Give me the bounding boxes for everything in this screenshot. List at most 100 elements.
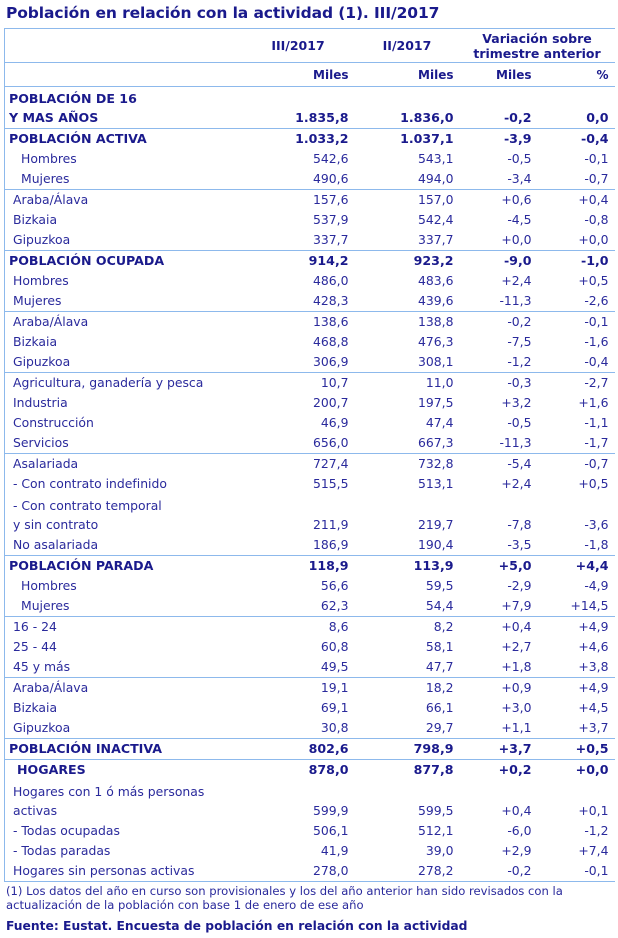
value-iii-2017: 1.835,8 xyxy=(295,110,349,125)
table-row: - Con contrato indefinido 515,5 513,1 +2,4 +… xyxy=(4,474,615,494)
header-col-ii-2017: II/2017 xyxy=(354,28,460,63)
row-label: Hogares con 1 ó más personas activas xyxy=(4,780,242,821)
value-variation-miles: -11,3 xyxy=(499,435,532,450)
value-ii-2017: 8,2 xyxy=(354,616,460,637)
value-variation-percent: -1,0 xyxy=(537,250,615,271)
value-variation-miles: +3,7 xyxy=(459,738,538,760)
row-label: 16 - 24 xyxy=(4,616,242,637)
value-iii-2017: 69,1 xyxy=(320,700,349,715)
row-label: Mujeres xyxy=(4,291,242,312)
value-iii-2017: 878,0 xyxy=(241,759,355,780)
value-variation-miles: -3,5 xyxy=(507,537,532,552)
row-label: Hogares sin personas activas xyxy=(4,861,242,882)
value-variation-miles: +2,4 xyxy=(501,476,532,491)
value-variation-miles: +7,9 xyxy=(501,598,532,613)
row-label: HOGARES xyxy=(4,759,242,780)
table-row: - Todas ocupadas 506,1 512,1 -6,0 -1,2 xyxy=(4,821,615,841)
value-variation-miles: +0,4 xyxy=(459,616,538,637)
header-row-periods: III/2017 II/2017 Variación sobre trimest… xyxy=(4,28,615,63)
value-ii-2017: 47,7 xyxy=(425,659,454,674)
value-variation-percent: -3,6 xyxy=(584,517,609,532)
value-variation-miles: -0,2 xyxy=(459,861,538,882)
value-variation-miles: -0,3 xyxy=(459,372,538,393)
row-label: POBLACIÓN ACTIVA xyxy=(4,128,242,149)
row-label: 45 y más xyxy=(4,657,242,678)
value-iii-2017: 138,6 xyxy=(241,311,355,332)
value-ii-2017: 190,4 xyxy=(418,537,454,552)
value-iii-2017: 337,7 xyxy=(313,232,349,247)
value-ii-2017: 337,7 xyxy=(418,232,454,247)
row-label: Mujeres xyxy=(4,169,242,190)
value-variation-percent: -0,8 xyxy=(584,212,609,227)
table-row: 16 - 24 8,6 8,2 +0,4 +4,9 xyxy=(4,616,615,637)
value-ii-2017: 308,1 xyxy=(418,354,454,369)
table-row: POBLACIÓN INACTIVA 802,6 798,9 +3,7 +0,5 xyxy=(4,738,615,760)
value-ii-2017: 18,2 xyxy=(354,677,460,698)
value-variation-percent: +4,5 xyxy=(578,700,609,715)
table-row: POBLACIÓN ACTIVA 1.033,2 1.037,1 -3,9 -0,4 xyxy=(4,128,615,149)
value-iii-2017: 490,6 xyxy=(313,171,349,186)
value-iii-2017: 8,6 xyxy=(241,616,355,637)
header-row-units: Miles Miles Miles % xyxy=(4,62,615,87)
row-label: POBLACIÓN DE 16 Y MAS AÑOS xyxy=(4,86,242,129)
value-iii-2017: 306,9 xyxy=(313,354,349,369)
value-ii-2017: 599,5 xyxy=(418,803,454,818)
row-label: Gipuzkoa xyxy=(4,352,242,373)
value-ii-2017: 543,1 xyxy=(418,151,454,166)
table-row: Agricultura, ganadería y pesca 10,7 11,0 -0… xyxy=(4,372,615,393)
value-variation-miles: +3,2 xyxy=(501,395,532,410)
value-ii-2017: 219,7 xyxy=(418,517,454,532)
row-label: POBLACIÓN PARADA xyxy=(4,555,242,576)
row-label: Araba/Álava xyxy=(4,189,242,210)
value-variation-percent: -0,1 xyxy=(537,861,615,882)
value-iii-2017: 506,1 xyxy=(313,823,349,838)
table-row: Bizkaia 468,8 476,3 -7,5 -1,6 xyxy=(4,332,615,352)
value-variation-miles: -0,5 xyxy=(507,151,532,166)
value-variation-miles: -7,8 xyxy=(507,517,532,532)
value-iii-2017: 157,6 xyxy=(241,189,355,210)
value-iii-2017: 727,4 xyxy=(241,453,355,474)
value-iii-2017: 10,7 xyxy=(241,372,355,393)
value-ii-2017: 47,4 xyxy=(425,415,454,430)
table-row: - Todas paradas 41,9 39,0 +2,9 +7,4 xyxy=(4,841,615,861)
table-header: III/2017 II/2017 Variación sobre trimest… xyxy=(4,28,615,87)
row-label: - Con contrato indefinido xyxy=(4,474,242,494)
source-text: Fuente: Eustat. Encuesta de población en… xyxy=(6,919,468,933)
table-row: Servicios 656,0 667,3 -11,3 -1,7 xyxy=(4,433,615,454)
value-ii-2017: 512,1 xyxy=(418,823,454,838)
value-variation-percent: +4,9 xyxy=(537,677,615,698)
value-variation-percent: -0,4 xyxy=(584,354,609,369)
row-label: Asalariada xyxy=(4,453,242,474)
table-row: Araba/Álava 19,1 18,2 +0,9 +4,9 xyxy=(4,677,615,698)
value-iii-2017: 468,8 xyxy=(313,334,349,349)
value-variation-percent: +0,5 xyxy=(578,273,609,288)
table-row: Araba/Álava 157,6 157,0 +0,6 +0,4 xyxy=(4,189,615,210)
value-variation-miles: +3,0 xyxy=(501,700,532,715)
row-label: Araba/Álava xyxy=(4,677,242,698)
value-variation-percent: -1,7 xyxy=(584,435,609,450)
row-label-line2: y sin contrato xyxy=(13,517,99,532)
row-label: Araba/Álava xyxy=(4,311,242,332)
value-iii-2017: 537,9 xyxy=(313,212,349,227)
row-label: POBLACIÓN INACTIVA xyxy=(4,738,242,760)
table-row: Industria 200,7 197,5 +3,2 +1,6 xyxy=(4,393,615,413)
table-row: Araba/Álava 138,6 138,8 -0,2 -0,1 xyxy=(4,311,615,332)
value-ii-2017: 138,8 xyxy=(354,311,460,332)
value-variation-miles: -0,2 xyxy=(459,311,538,332)
value-variation-miles: -0,2 xyxy=(503,110,532,125)
row-label: Agricultura, ganadería y pesca xyxy=(4,372,242,393)
row-label: No asalariada xyxy=(4,535,242,556)
row-label: Gipuzkoa xyxy=(4,230,242,251)
table-row: Mujeres 490,6 494,0 -3,4 -0,7 xyxy=(4,169,615,190)
value-variation-percent: -2,7 xyxy=(537,372,615,393)
table-row: Construcción 46,9 47,4 -0,5 -1,1 xyxy=(4,413,615,433)
value-variation-miles: -3,9 xyxy=(459,128,538,149)
value-variation-miles: -0,5 xyxy=(507,415,532,430)
row-label-line1: - Con contrato temporal xyxy=(13,498,162,513)
row-label: 25 - 44 xyxy=(4,637,242,657)
row-label-line2: Y MAS AÑOS xyxy=(9,110,99,125)
value-variation-percent: +0,0 xyxy=(537,759,615,780)
value-ii-2017: 157,0 xyxy=(354,189,460,210)
value-variation-percent: 0,0 xyxy=(586,110,609,125)
row-label: Industria xyxy=(4,393,242,413)
